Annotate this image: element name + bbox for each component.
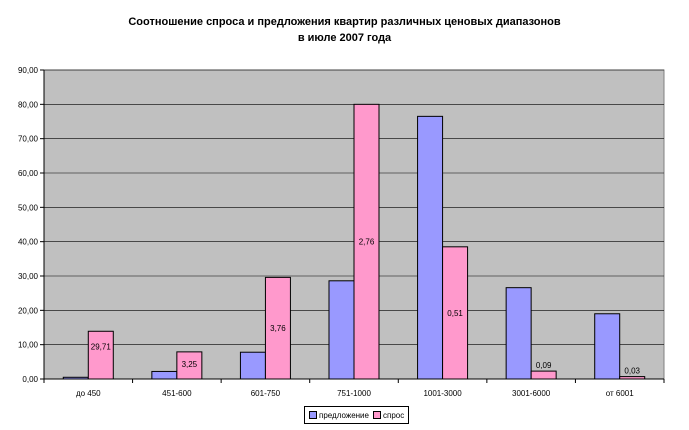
data-label: 0,09 — [536, 361, 552, 370]
legend-swatch — [309, 411, 317, 419]
bar-спрос — [442, 246, 469, 380]
legend-label: спрос — [382, 410, 405, 420]
x-tick-label: 451-600 — [162, 389, 192, 398]
data-label: 2,76 — [359, 238, 375, 247]
chart-title: Соотношение спроса и предложения квартир… — [128, 16, 561, 28]
legend-label: предложение — [319, 410, 369, 420]
y-tick-label: 0,00 — [22, 375, 38, 384]
x-tick-label: от 6001 — [606, 389, 635, 398]
y-tick-label: 80,00 — [18, 100, 39, 109]
bar-спрос — [87, 330, 114, 380]
data-label: 3,76 — [270, 324, 286, 333]
y-tick-label: 10,00 — [18, 341, 39, 350]
y-tick-label: 40,00 — [18, 238, 39, 247]
legend-item: предложение — [309, 411, 369, 420]
bar-предложение — [239, 351, 266, 380]
bar-предложение — [594, 313, 621, 380]
bar-спрос — [176, 351, 203, 380]
y-tick-label: 60,00 — [18, 169, 39, 178]
bar-спрос — [353, 103, 380, 380]
chart-subtitle: в июле 2007 года — [297, 32, 392, 44]
data-label: 29,71 — [91, 342, 112, 351]
legend: предложение спрос — [304, 406, 410, 424]
bar-предложение — [151, 370, 178, 380]
bar-спрос — [264, 276, 291, 380]
bar-спрос — [619, 376, 646, 380]
bar-спрос — [530, 370, 557, 380]
x-tick-label: 1001-3000 — [423, 389, 462, 398]
x-tick-label: 601-750 — [251, 389, 281, 398]
chart-title-block: Соотношение спроса и предложения квартир… — [0, 14, 689, 46]
bar-предложение — [62, 376, 89, 380]
x-tick-label: до 450 — [76, 389, 101, 398]
x-tick-label: 3001-6000 — [512, 389, 551, 398]
y-tick-label: 30,00 — [18, 272, 39, 281]
legend-item: спрос — [372, 410, 405, 420]
y-tick-label: 50,00 — [18, 203, 39, 212]
y-tick-label: 90,00 — [18, 66, 39, 75]
data-label: 0,51 — [447, 309, 463, 318]
bar-предложение — [417, 115, 444, 380]
bar-предложение — [328, 280, 355, 380]
bar-предложение — [505, 287, 532, 380]
y-tick-label: 70,00 — [18, 135, 39, 144]
data-label: 3,25 — [182, 360, 198, 369]
y-tick-label: 20,00 — [18, 306, 39, 315]
x-tick-label: 751-1000 — [337, 389, 371, 398]
legend-swatch — [372, 411, 381, 419]
data-label: 0,03 — [624, 367, 640, 376]
